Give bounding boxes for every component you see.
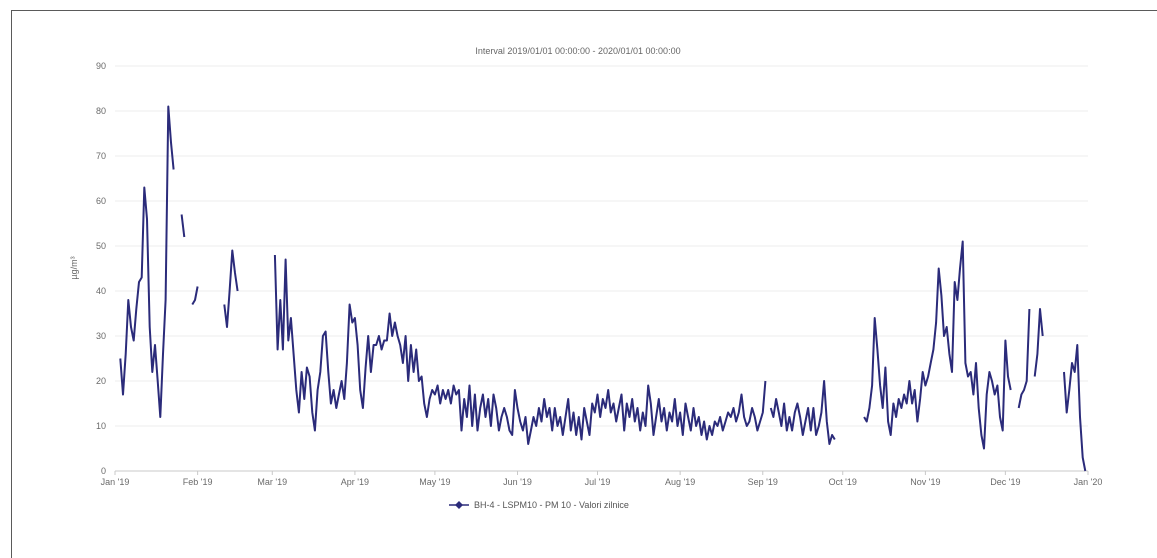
y-tick-label: 40 [96,286,106,296]
series-line-segment [180,214,186,238]
x-tick-label: Jun '19 [503,477,532,487]
series-line-segment [223,249,239,328]
series-line-segment [1017,308,1031,409]
series-line-segment [1033,308,1044,377]
y-tick-label: 50 [96,241,106,251]
x-tick-label: Aug '19 [665,477,695,487]
x-tick-label: Dec '19 [990,477,1020,487]
legend-diamond-marker [455,501,463,509]
y-tick-label: 20 [96,376,106,386]
y-tick-label: 70 [96,151,106,161]
x-tick-labels: Jan '19 Feb '19 Mar '19 Apr '19 May '19 Jun '… [101,471,1103,487]
series-line-segment [863,240,1012,450]
y-tick-label: 80 [96,106,106,116]
x-tick-label: May '19 [419,477,450,487]
x-tick-label: Apr '19 [341,477,369,487]
y-tick-label: 0 [101,466,106,476]
y-tick-label: 10 [96,421,106,431]
x-tick-label: Oct '19 [829,477,857,487]
series-line-segment [119,105,175,418]
x-tick-label: Jan '20 [1074,477,1103,487]
legend[interactable]: BH-4 - LSPM10 - PM 10 - Valori zilnice [449,500,629,510]
y-tick-label: 60 [96,196,106,206]
series-line-segment [769,380,836,445]
x-tick-label: Sep '19 [748,477,778,487]
series-lines [119,105,1087,472]
grid-lines [115,65,1088,472]
y-tick-labels: 0 10 20 30 40 50 60 70 80 90 [96,61,106,476]
y-axis-label: µg/m³ [69,256,79,279]
x-tick-label: Mar '19 [257,477,287,487]
legend-series-name: BH-4 - LSPM10 - PM 10 - Valori zilnice [474,500,629,510]
y-tick-label: 30 [96,331,106,341]
series-line-segment [273,254,767,445]
chart-frame [11,10,1157,558]
x-tick-label: Nov '19 [910,477,940,487]
x-tick-label: Jul '19 [585,477,611,487]
series-line-segment [1063,344,1087,472]
series-line-segment [191,286,199,306]
x-tick-label: Feb '19 [183,477,213,487]
x-tick-label: Jan '19 [101,477,130,487]
y-tick-label: 90 [96,61,106,71]
chart-title: Interval 2019/01/01 00:00:00 - 2020/01/0… [475,46,680,56]
